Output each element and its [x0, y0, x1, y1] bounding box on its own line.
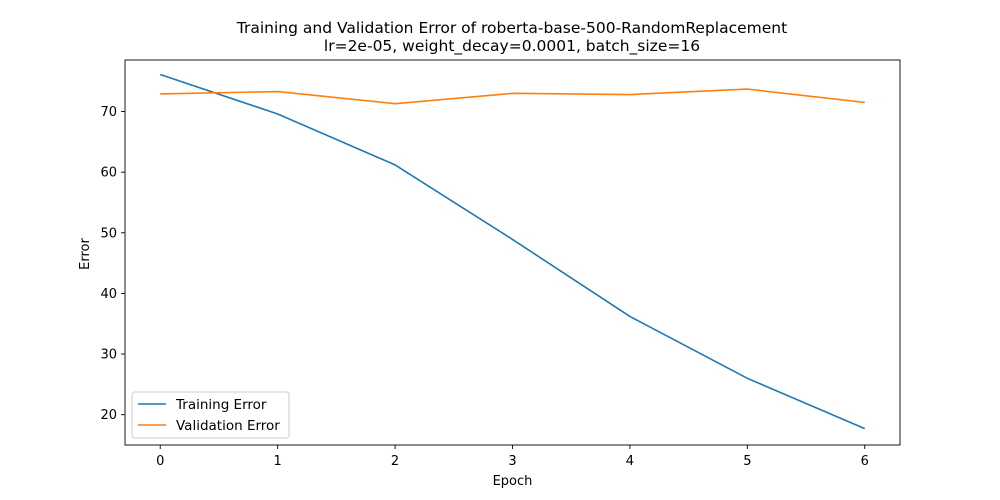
- x-tick-label-2: 2: [391, 454, 399, 469]
- axes-frame: [124, 59, 901, 446]
- legend-label-1: Validation Error: [176, 418, 280, 434]
- chart-title: Training and Validation Error of roberta…: [236, 19, 787, 37]
- y-tick-label-3: 50: [100, 226, 117, 241]
- x-tick-label-5: 5: [743, 454, 751, 469]
- series-line-0: [159, 73, 866, 430]
- series-line-1: [160, 88, 865, 105]
- x-tick-label-6: 6: [861, 454, 869, 469]
- x-tick-label-1: 1: [274, 454, 282, 469]
- y-tick-label-0: 20: [100, 408, 117, 423]
- y-tick-label-5: 70: [100, 105, 117, 120]
- x-axis-label: Epoch: [493, 474, 533, 489]
- y-tick-label-2: 40: [100, 287, 117, 302]
- x-tick-label-3: 3: [508, 454, 516, 469]
- legend-box: [131, 391, 290, 439]
- y-tick-label-1: 30: [100, 348, 117, 363]
- legend-label-0: Training Error: [175, 397, 267, 413]
- x-tick-label-0: 0: [156, 454, 164, 469]
- chart-subtitle: lr=2e-05, weight_decay=0.0001, batch_siz…: [324, 37, 700, 56]
- x-tick-label-4: 4: [626, 454, 634, 469]
- plot-area: 0 1 2 3 4 5 6 20 30 40 50 60 70: [100, 59, 901, 469]
- y-axis-label: Error: [78, 238, 93, 270]
- legend: Training Error Validation Error: [131, 391, 290, 439]
- y-tick-label-4: 60: [100, 166, 117, 181]
